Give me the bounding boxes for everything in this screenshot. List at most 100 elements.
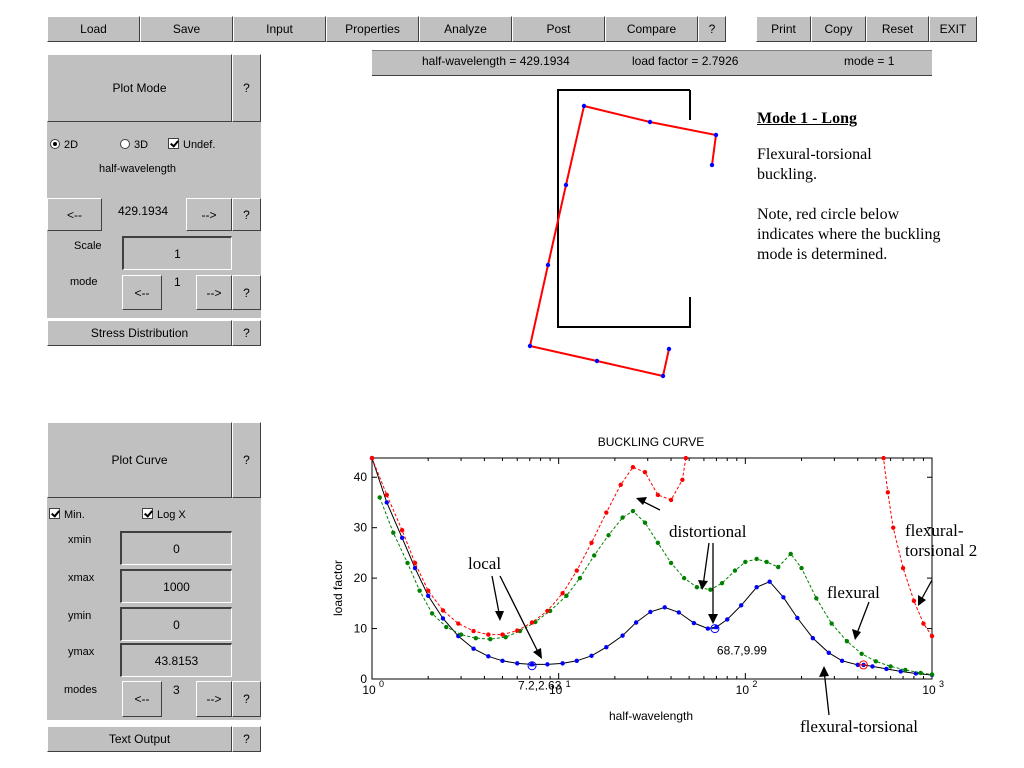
arrowhead <box>918 595 926 606</box>
modes-next-button[interactable]: --> <box>196 681 232 717</box>
print-button[interactable]: Print <box>756 16 811 42</box>
half-wavelength-next-button[interactable]: --> <box>186 198 232 231</box>
copy-button[interactable]: Copy <box>811 16 866 42</box>
data-point <box>839 658 845 664</box>
data-point <box>560 591 565 596</box>
chart-ylabel: load factor <box>331 560 345 616</box>
ymin-label: ymin <box>68 610 92 622</box>
data-point <box>725 617 730 622</box>
x-tick-exponent: 2 <box>752 679 757 689</box>
data-point <box>668 497 674 503</box>
data-point <box>604 645 609 650</box>
properties-button[interactable]: Properties <box>326 16 419 42</box>
node-point <box>545 262 551 268</box>
data-point <box>799 565 804 571</box>
series-mode-3 <box>369 455 935 639</box>
data-point <box>921 621 926 626</box>
plot-curve-help-button[interactable]: ? <box>232 422 261 498</box>
chart-title: BUCKLING CURVE <box>598 435 704 449</box>
stress-distribution-help-button[interactable]: ? <box>232 320 261 346</box>
data-point <box>630 464 636 470</box>
data-point <box>900 565 906 571</box>
mode-next-button[interactable]: --> <box>196 275 232 310</box>
scale-field[interactable]: 1 <box>122 236 232 270</box>
data-point <box>891 525 896 530</box>
exit-button[interactable]: EXIT <box>929 16 977 42</box>
plot-mode-help-button[interactable]: ? <box>232 54 261 122</box>
mode-label: mode <box>70 276 98 288</box>
data-point <box>826 650 832 655</box>
half-wavelength-help-button[interactable]: ? <box>232 198 261 231</box>
data-point <box>681 575 687 581</box>
arrow-flexural-torsional <box>823 669 830 716</box>
radio-2d-icon <box>50 139 60 149</box>
mode-help-button[interactable]: ? <box>232 275 261 310</box>
modes-help-button[interactable]: ? <box>232 681 261 717</box>
arrowhead <box>708 614 718 624</box>
load-button[interactable]: Load <box>47 16 140 42</box>
ymin-field[interactable]: 0 <box>120 607 232 641</box>
x-tick-exponent: 1 <box>566 679 571 689</box>
data-point <box>873 659 879 664</box>
logx-label: Log X <box>157 509 186 521</box>
data-point <box>458 632 464 637</box>
data-point <box>618 482 623 488</box>
xmax-field[interactable]: 1000 <box>120 569 232 603</box>
help-button[interactable]: ? <box>698 16 726 42</box>
save-button[interactable]: Save <box>140 16 233 42</box>
half-wavelength-prev-button[interactable]: <-- <box>47 198 102 231</box>
status-mode: mode = 1 <box>844 54 895 68</box>
logx-checkbox[interactable]: Log X <box>142 508 186 521</box>
data-point <box>429 611 435 616</box>
minimum-marker <box>527 661 537 671</box>
mode-prev-button[interactable]: <-- <box>122 275 162 310</box>
text-output-button[interactable]: Text Output <box>47 726 232 752</box>
data-point <box>574 568 579 573</box>
data-point <box>630 508 636 514</box>
data-point <box>929 633 935 639</box>
data-point <box>377 495 382 500</box>
radio-2d[interactable]: 2D <box>50 139 78 151</box>
xmin-field[interactable]: 0 <box>120 531 232 565</box>
undef-checkbox[interactable]: Undef. <box>168 138 215 151</box>
plot-mode-button[interactable]: Plot Mode <box>47 54 232 122</box>
data-point <box>515 661 520 666</box>
data-point <box>620 633 625 638</box>
input-button[interactable]: Input <box>233 16 326 42</box>
status-half-wavelength: half-wavelength = 429.1934 <box>422 54 570 68</box>
y-tick-label: 10 <box>354 622 368 636</box>
node-point <box>666 346 672 352</box>
data-point <box>648 609 653 615</box>
radio-3d[interactable]: 3D <box>120 139 148 151</box>
post-button[interactable]: Post <box>512 16 605 42</box>
chart-xlabel: half-wavelength <box>609 709 693 723</box>
data-point <box>486 632 491 637</box>
data-point <box>885 490 891 495</box>
data-point <box>560 661 565 666</box>
annotation-ft2-line2: torsional 2 <box>905 541 977 560</box>
plot-curve-button[interactable]: Plot Curve <box>47 422 232 498</box>
data-point <box>732 568 738 573</box>
stress-distribution-button[interactable]: Stress Distribution <box>47 320 232 346</box>
text-output-help-button[interactable]: ? <box>232 726 261 752</box>
data-point <box>754 585 759 590</box>
modes-prev-button[interactable]: <-- <box>122 681 162 717</box>
reset-button[interactable]: Reset <box>866 16 929 42</box>
analyze-button[interactable]: Analyze <box>419 16 512 42</box>
data-point <box>884 666 889 672</box>
data-point <box>898 669 903 674</box>
data-point <box>719 580 725 586</box>
data-point <box>606 533 611 538</box>
compare-button[interactable]: Compare <box>605 16 698 42</box>
data-point <box>870 664 875 669</box>
min-checkbox[interactable]: Min. <box>49 508 85 521</box>
ymax-field[interactable]: 43.8153 <box>120 643 232 677</box>
data-point <box>844 638 850 644</box>
data-point <box>767 579 772 584</box>
data-point <box>440 616 446 621</box>
data-point <box>683 455 689 461</box>
data-point <box>444 624 449 630</box>
y-tick-label: 30 <box>354 521 368 535</box>
x-tick-exponent: 3 <box>939 679 944 689</box>
data-point <box>691 620 697 626</box>
